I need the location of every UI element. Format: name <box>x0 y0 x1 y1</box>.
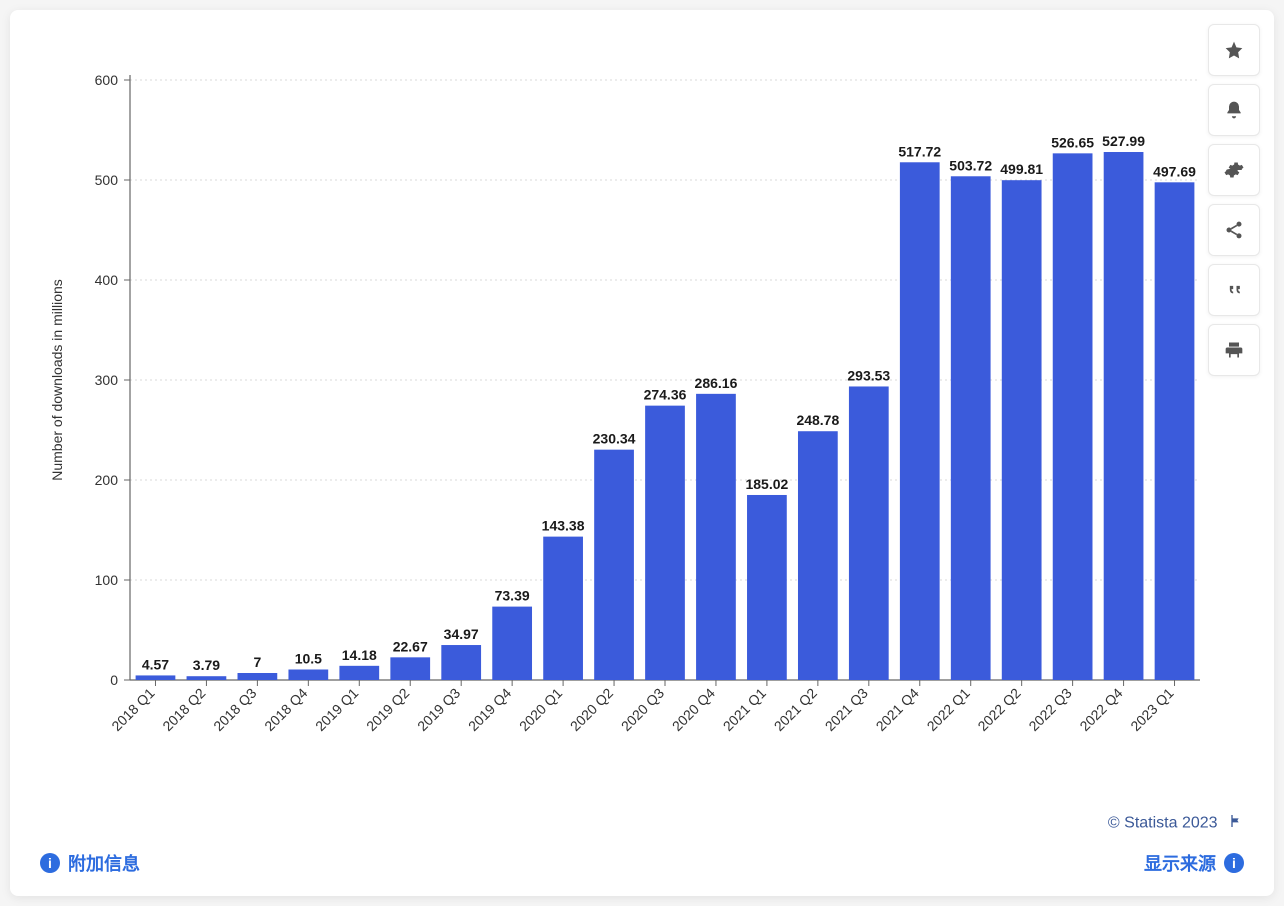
bar-value-label: 499.81 <box>1000 161 1043 177</box>
bar[interactable] <box>798 431 838 680</box>
x-tick-label: 2018 Q2 <box>159 685 208 734</box>
bar-value-label: 230.34 <box>593 431 636 447</box>
bar[interactable] <box>543 537 583 680</box>
bar[interactable] <box>1104 152 1144 680</box>
bar[interactable] <box>288 670 328 681</box>
x-tick-label: 2020 Q3 <box>618 685 667 734</box>
star-icon <box>1224 40 1244 60</box>
bar-value-label: 185.02 <box>745 476 788 492</box>
bar-value-label: 517.72 <box>898 143 941 159</box>
copyright-label: © Statista 2023 <box>1108 815 1218 832</box>
show-source-label: 显示来源 <box>1144 850 1216 876</box>
bar-value-label: 7 <box>253 654 261 670</box>
show-source-link[interactable]: 显示来源 i <box>1144 850 1244 876</box>
additional-info-link[interactable]: i 附加信息 <box>40 850 140 876</box>
x-tick-label: 2021 Q3 <box>822 685 871 734</box>
notify-button[interactable] <box>1208 84 1260 136</box>
chart-card: 0 100 200 300 400 500 600 4.57 2018 Q1 3.79 2018 Q… <box>10 10 1274 896</box>
x-tick-label: 2022 Q4 <box>1076 685 1125 734</box>
bar[interactable] <box>849 386 889 680</box>
x-tick-label: 2021 Q2 <box>771 685 820 734</box>
bar[interactable] <box>1002 180 1042 680</box>
gear-icon <box>1224 160 1244 180</box>
bar-value-label: 503.72 <box>949 157 992 173</box>
x-tick-label: 2023 Q1 <box>1127 685 1176 734</box>
bar[interactable] <box>747 495 787 680</box>
bar-value-label: 526.65 <box>1051 134 1094 150</box>
x-tick-label: 2021 Q1 <box>720 685 769 734</box>
x-tick-label: 2022 Q1 <box>924 685 973 734</box>
settings-button[interactable] <box>1208 144 1260 196</box>
bar-value-label: 293.53 <box>847 367 890 383</box>
bell-icon <box>1224 100 1244 120</box>
bar[interactable] <box>1155 182 1195 680</box>
print-icon <box>1224 340 1244 360</box>
x-tick-label: 2021 Q4 <box>873 685 922 734</box>
copyright-text: © Statista 2023 <box>40 813 1244 834</box>
footer-links: i 附加信息 显示来源 i <box>40 850 1244 876</box>
bar-value-label: 14.18 <box>342 647 377 663</box>
bar[interactable] <box>136 675 176 680</box>
x-tick-label: 2022 Q2 <box>974 685 1023 734</box>
x-tick-label: 2019 Q1 <box>312 685 361 734</box>
bar[interactable] <box>390 657 430 680</box>
y-tick-label: 500 <box>95 172 119 188</box>
bar-value-label: 143.38 <box>542 518 585 534</box>
chart-area: 0 100 200 300 400 500 600 4.57 2018 Q1 3.79 2018 Q… <box>40 30 1244 786</box>
bar[interactable] <box>696 394 736 680</box>
x-tick-label: 2019 Q4 <box>465 685 514 734</box>
bar-value-label: 286.16 <box>695 375 738 391</box>
x-tick-label: 2019 Q2 <box>363 685 412 734</box>
x-tick-label: 2018 Q1 <box>108 685 157 734</box>
x-tick-label: 2018 Q3 <box>210 685 259 734</box>
bar[interactable] <box>645 406 685 680</box>
bar[interactable] <box>441 645 481 680</box>
y-tick-label: 600 <box>95 72 119 88</box>
bar-value-label: 527.99 <box>1102 133 1145 149</box>
y-tick-label: 400 <box>95 272 119 288</box>
x-tick-label: 2020 Q1 <box>516 685 565 734</box>
chart-toolbar <box>1208 24 1260 376</box>
bar-value-label: 4.57 <box>142 656 169 672</box>
info-icon: i <box>40 853 60 873</box>
bar[interactable] <box>1053 153 1093 680</box>
bar-value-label: 10.5 <box>295 651 322 667</box>
bar-value-label: 3.79 <box>193 657 220 673</box>
y-tick-label: 0 <box>110 672 118 688</box>
bar[interactable] <box>951 176 991 680</box>
y-tick-label: 100 <box>95 572 119 588</box>
x-tick-label: 2020 Q2 <box>567 685 616 734</box>
cite-button[interactable] <box>1208 264 1260 316</box>
bar[interactable] <box>594 450 634 680</box>
flag-icon[interactable] <box>1228 813 1244 834</box>
additional-info-label: 附加信息 <box>68 850 140 876</box>
bar-value-label: 274.36 <box>644 387 687 403</box>
share-button[interactable] <box>1208 204 1260 256</box>
y-axis-label: Number of downloads in millions <box>49 279 65 481</box>
print-button[interactable] <box>1208 324 1260 376</box>
bar[interactable] <box>187 676 227 680</box>
favorite-button[interactable] <box>1208 24 1260 76</box>
y-tick-label: 300 <box>95 372 119 388</box>
x-tick-label: 2022 Q3 <box>1025 685 1074 734</box>
quote-icon <box>1224 280 1244 300</box>
x-tick-label: 2019 Q3 <box>414 685 463 734</box>
chart-footer: © Statista 2023 i 附加信息 显示来源 i <box>40 813 1244 876</box>
share-icon <box>1224 220 1244 240</box>
x-tick-label: 2020 Q4 <box>669 685 718 734</box>
x-tick-label: 2018 Q4 <box>261 685 310 734</box>
bar-value-label: 34.97 <box>444 626 479 642</box>
bar-value-label: 22.67 <box>393 638 428 654</box>
y-tick-label: 200 <box>95 472 119 488</box>
bar[interactable] <box>238 673 278 680</box>
bar-chart: 0 100 200 300 400 500 600 4.57 2018 Q1 3.79 2018 Q… <box>40 30 1244 786</box>
bar[interactable] <box>492 607 532 680</box>
bar[interactable] <box>339 666 379 680</box>
bar-value-label: 497.69 <box>1153 163 1196 179</box>
bar[interactable] <box>900 162 940 680</box>
info-icon: i <box>1224 853 1244 873</box>
bar-value-label: 248.78 <box>796 412 839 428</box>
bar-value-label: 73.39 <box>495 588 530 604</box>
